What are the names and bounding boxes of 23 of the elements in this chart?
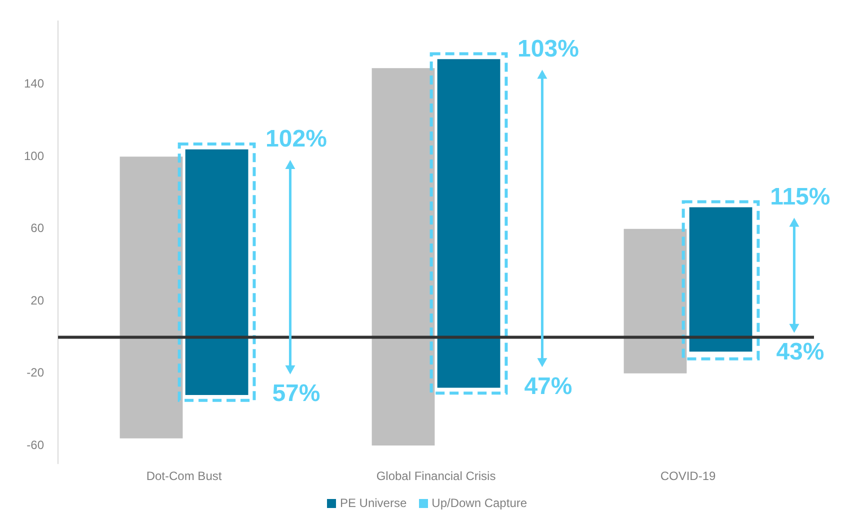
bar — [624, 228, 687, 374]
bar — [682, 200, 760, 360]
bar — [178, 142, 256, 402]
bar — [430, 52, 508, 395]
y-tick-label: -60 — [26, 438, 44, 452]
annotation: 57% — [272, 380, 320, 408]
y-tick-label: 140 — [24, 76, 44, 91]
x-tick-label: Dot-Com Bust — [146, 469, 222, 484]
y-tick-label: -20 — [26, 366, 44, 380]
bar — [372, 68, 435, 446]
annotation: 43% — [776, 338, 824, 366]
bar — [120, 156, 183, 438]
annotation: 47% — [524, 372, 572, 400]
annotation: 102% — [266, 126, 327, 153]
x-tick-label: COVID-19 — [660, 469, 716, 484]
y-tick-label: 20 — [30, 293, 44, 308]
annotation: 103% — [518, 35, 579, 62]
legend-label: PE Universe — [338, 496, 407, 510]
annotation: 115% — [770, 183, 830, 210]
y-tick-label: 100 — [24, 148, 44, 163]
legend-label: Up/Down Capture — [430, 496, 528, 510]
x-tick-label: Global Financial Crisis — [376, 469, 496, 484]
y-tick-label: 60 — [30, 221, 44, 236]
